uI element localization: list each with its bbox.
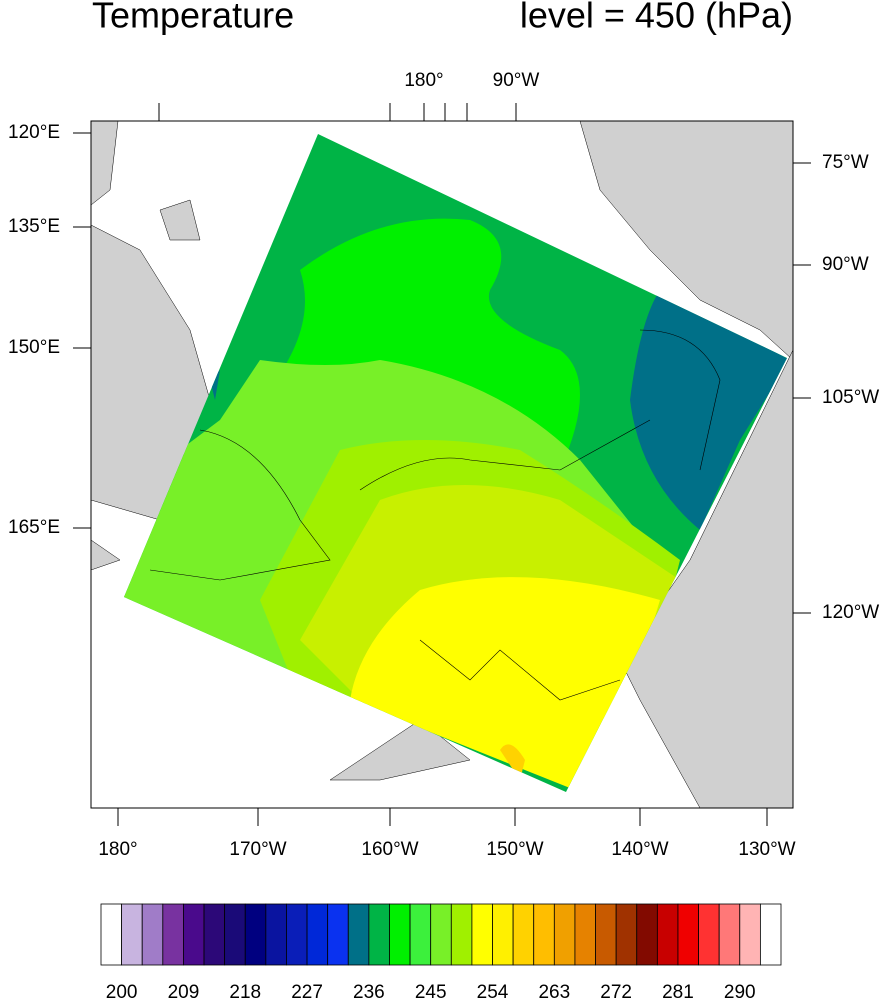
left-label: 120°E	[8, 122, 60, 143]
colorbar-box	[574, 903, 596, 966]
bottom-label: 160°W	[361, 839, 418, 860]
colorbar-box	[512, 903, 535, 966]
colorbar-box	[739, 903, 761, 966]
left-label: 165°E	[8, 517, 60, 538]
colorbar-label: 227	[291, 982, 323, 1002]
colorbar-box	[615, 903, 638, 966]
colorbar-box	[244, 903, 267, 966]
colorbar-box	[430, 903, 452, 966]
right-label: 75°W	[822, 152, 869, 173]
colorbar-box	[286, 903, 308, 966]
colorbar-box	[718, 903, 741, 966]
colorbar-box	[224, 903, 246, 966]
left-label: 150°E	[8, 337, 60, 358]
colorbar-label: 236	[353, 982, 385, 1002]
colorbar-label: 281	[662, 982, 694, 1002]
colorbar-label: 209	[168, 982, 200, 1002]
colorbar-label: 245	[415, 982, 447, 1002]
bottom-label: 180°	[98, 839, 137, 860]
colorbar-box	[162, 903, 184, 966]
colorbar-box	[368, 903, 390, 966]
colorbar-box	[183, 903, 205, 966]
bottom-label: 170°W	[229, 839, 286, 860]
colorbar-box	[698, 903, 720, 966]
colorbar-box	[409, 903, 432, 966]
colorbar-label: 272	[600, 982, 632, 1002]
colorbar-label: 290	[724, 982, 756, 1002]
colorbar-box	[141, 903, 164, 966]
bottom-label: 130°W	[738, 839, 795, 860]
title: Temperature	[92, 0, 294, 36]
top-label: 90°W	[493, 70, 540, 91]
colorbar-box	[677, 903, 699, 966]
colorbar-label: 218	[229, 982, 261, 1002]
colorbar-box	[471, 903, 493, 966]
left-label: 135°E	[8, 216, 60, 237]
colorbar-box	[121, 903, 143, 966]
colorbar-label: 254	[477, 982, 509, 1002]
subtitle: level = 450 (hPa)	[520, 0, 793, 36]
map-ticks	[158, 103, 517, 121]
bottom-label: 150°W	[486, 839, 543, 860]
colorbar-box	[306, 903, 329, 966]
colorbar-box	[595, 903, 617, 966]
top-label: 180°	[404, 70, 443, 91]
colorbar-box	[533, 903, 555, 966]
bottom-label: 140°W	[611, 839, 668, 860]
colorbar-box	[759, 903, 782, 966]
colorbar-box	[389, 903, 411, 966]
colorbar-label: 200	[106, 982, 138, 1002]
colorbar-box	[203, 903, 226, 966]
colorbar-box	[450, 903, 473, 966]
colorbar-box	[327, 903, 349, 966]
colorbar-label: 263	[538, 982, 570, 1002]
colorbar-box	[492, 903, 514, 966]
right-label: 90°W	[822, 254, 869, 275]
colorbar-box	[100, 903, 123, 966]
map	[91, 121, 793, 808]
colorbar-box	[347, 903, 370, 966]
colorbar-box	[636, 903, 658, 966]
colorbar-box	[553, 903, 576, 966]
map-frame	[90, 120, 794, 809]
colorbar-box	[656, 903, 679, 966]
right-label: 105°W	[822, 387, 879, 408]
right-label: 120°W	[822, 602, 879, 623]
colorbar-box	[265, 903, 287, 966]
